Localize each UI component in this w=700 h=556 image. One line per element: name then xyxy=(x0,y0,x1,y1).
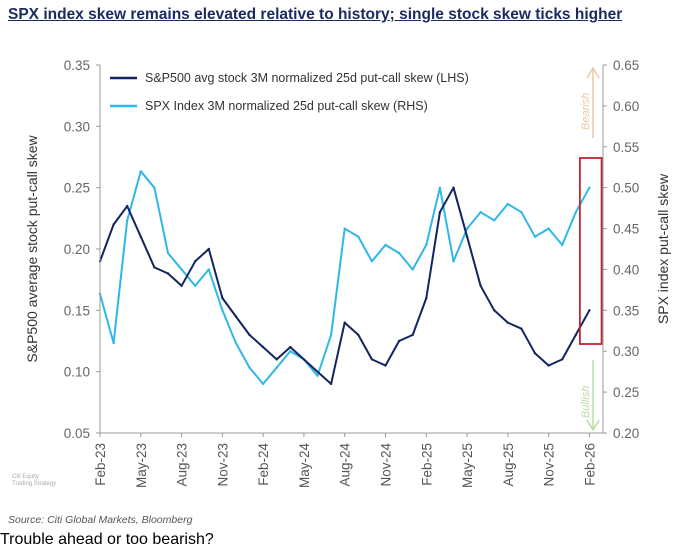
x-tick-label: Aug-23 xyxy=(175,443,190,487)
series-line-lhs xyxy=(99,186,591,385)
axis-layer: 0.35 0.30 0.25 0.20 0.15 0.10 0.05 0.65 0.60 0.55… xyxy=(24,58,671,488)
y-axis-title-left: S&P500 average stock put-call skew xyxy=(24,135,40,363)
data-point-rhs xyxy=(493,219,496,222)
data-point-rhs xyxy=(194,284,197,287)
data-point-rhs xyxy=(411,268,414,271)
y-tick-label-right: 0.55 xyxy=(613,140,639,155)
x-tick-label: Nov-24 xyxy=(378,443,393,487)
data-point-rhs xyxy=(588,186,591,189)
watermark: Citi Equity Trading Strategy xyxy=(12,474,56,488)
y-tick-label-right: 0.60 xyxy=(613,99,639,114)
data-point-rhs xyxy=(465,227,469,230)
data-point-rhs xyxy=(166,251,170,255)
data-point-rhs xyxy=(329,333,333,337)
x-tick-label: Feb-25 xyxy=(419,443,434,486)
background-layer: Bearish Bullish xyxy=(580,66,600,432)
data-point-rhs xyxy=(139,170,142,173)
y-tick-label-right: 0.40 xyxy=(613,262,639,277)
y-tick-label-left: 0.05 xyxy=(64,426,90,441)
data-point-rhs xyxy=(234,341,238,345)
data-point-rhs xyxy=(112,341,115,345)
y-axis-title-right: SPX index put-call skew xyxy=(655,173,671,324)
caption: Trouble ahead or too bearish? xyxy=(0,531,214,548)
data-point-rhs xyxy=(221,309,224,312)
data-point-rhs xyxy=(180,268,183,271)
data-point-rhs xyxy=(316,374,319,377)
y-tick-label-right: 0.65 xyxy=(613,58,639,73)
bullish-arrowhead xyxy=(586,419,600,432)
x-tick-label: Feb-26 xyxy=(582,443,597,486)
bullish-label: Bullish xyxy=(580,386,592,418)
data-point-rhs xyxy=(275,366,278,369)
y-tick-label-right: 0.35 xyxy=(613,303,639,318)
x-tick-label: Nov-23 xyxy=(215,443,230,487)
data-point-rhs xyxy=(248,366,251,369)
watermark-line-1: Citi Equity xyxy=(12,474,40,480)
data-point-rhs xyxy=(547,227,550,230)
data-point-rhs xyxy=(533,235,537,238)
y-tick-label-right: 0.25 xyxy=(613,385,639,400)
data-point-rhs xyxy=(370,260,374,263)
bearish-label: Bearish xyxy=(580,93,592,130)
data-point-rhs xyxy=(126,219,129,222)
data-point-rhs xyxy=(343,227,346,230)
data-point-rhs xyxy=(153,186,156,189)
data-point-rhs xyxy=(425,243,428,247)
data-point-rhs xyxy=(506,202,509,206)
legend-label-rhs: SPX Index 3M normalized 25d put-call ske… xyxy=(145,99,428,113)
y-tick-label-right: 0.45 xyxy=(613,222,639,237)
bearish-arrowhead xyxy=(586,66,600,79)
data-point-rhs xyxy=(574,211,577,214)
data-point-rhs xyxy=(479,211,482,214)
data-point-rhs xyxy=(438,186,442,189)
data-point-rhs xyxy=(357,235,360,238)
highlight-box xyxy=(578,157,603,345)
x-tick-label: Feb-24 xyxy=(256,443,271,486)
chart-title: SPX index skew remains elevated relative… xyxy=(8,6,623,23)
legend: S&P500 avg stock 3M normalized 25d put-c… xyxy=(110,71,469,113)
y-tick-label-right: 0.20 xyxy=(613,426,639,441)
legend-label-lhs: S&P500 avg stock 3M normalized 25d put-c… xyxy=(145,71,469,85)
y-tick-label-left: 0.35 xyxy=(64,58,90,73)
y-tick-label-left: 0.20 xyxy=(64,242,90,257)
y-tick-label-left: 0.10 xyxy=(64,365,90,380)
x-tick-label: May-24 xyxy=(297,443,312,489)
data-point-rhs xyxy=(397,251,401,255)
y-tick-label-right: 0.30 xyxy=(613,344,639,359)
y-tick-label-right: 0.50 xyxy=(613,181,639,196)
y-tick-label-left: 0.15 xyxy=(64,303,90,318)
series-layer xyxy=(98,157,603,386)
data-point-rhs xyxy=(561,243,564,247)
y-tick-label-left: 0.25 xyxy=(64,181,90,196)
source-note: Source: Citi Global Markets, Bloomberg xyxy=(8,514,193,526)
data-point-rhs xyxy=(384,243,387,247)
data-point-rhs xyxy=(207,268,210,271)
x-tick-label: Nov-25 xyxy=(542,443,557,487)
watermark-line-2: Trading Strategy xyxy=(12,481,57,487)
y-tick-label-left: 0.30 xyxy=(64,119,90,134)
x-tick-label: Feb-23 xyxy=(93,443,108,486)
data-point-rhs xyxy=(452,260,455,263)
data-point-rhs xyxy=(289,350,292,353)
data-point-rhs xyxy=(261,382,265,386)
x-tick-label: Aug-25 xyxy=(501,443,516,487)
x-tick-label: May-23 xyxy=(134,443,149,488)
x-tick-label: May-25 xyxy=(460,443,475,488)
x-tick-label: Aug-24 xyxy=(338,443,353,487)
data-point-rhs xyxy=(520,211,523,214)
